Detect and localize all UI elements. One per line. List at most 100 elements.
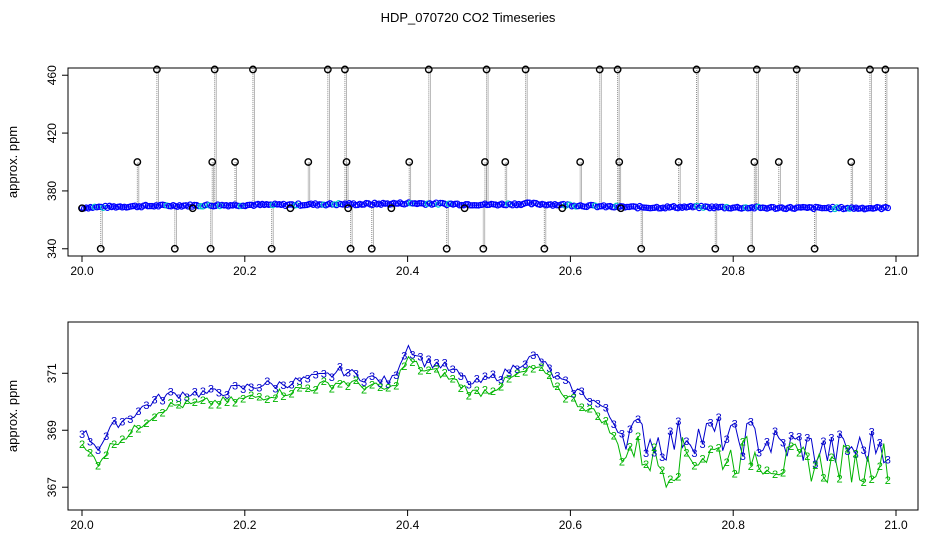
series-point-label: 3 [401, 351, 407, 363]
baseline-point [649, 204, 656, 212]
series-point-label: 2 [337, 379, 343, 391]
series-point-label: 2 [683, 448, 689, 460]
series-point-label: 3 [143, 400, 149, 412]
series-point-label: 3 [708, 418, 714, 430]
series-point-label: 3 [417, 351, 423, 363]
outlier-marker [346, 244, 355, 253]
series-point-label: 3 [337, 361, 343, 373]
series-point-label: 3 [740, 451, 746, 463]
series-point-label: 3 [345, 368, 351, 380]
outlier-marker [613, 65, 622, 74]
series-point-label: 3 [764, 437, 770, 449]
series-line [81, 344, 889, 466]
lower-x-tick-label: 20.8 [722, 518, 746, 532]
series-point-label: 2 [297, 383, 303, 395]
outlier-marker [96, 244, 105, 253]
outlier-marker [304, 158, 313, 166]
series-point-label: 2 [377, 382, 383, 394]
series-point-label: 2 [353, 375, 359, 387]
series-point-label: 3 [820, 436, 826, 448]
series-point-label: 3 [506, 368, 512, 380]
lower-x-ticks: 20.0 20.2 20.4 20.6 20.8 21.0 [70, 510, 908, 532]
lower-x-tick-label: 20.2 [233, 518, 257, 532]
series-point-label: 2 [321, 376, 327, 388]
lower-y-ticks: 367 369 371 [45, 363, 68, 497]
outlier-marker [442, 244, 451, 253]
series-point-label: 2 [716, 443, 722, 455]
outlier-marker [752, 65, 761, 74]
outlier-marker [481, 158, 489, 166]
series-point-label: 3 [788, 431, 794, 443]
lower-y-tick-label: 371 [45, 363, 59, 383]
baseline-point [795, 204, 802, 211]
series-point-label: 2 [514, 368, 520, 380]
series-point-label: 2 [861, 477, 867, 489]
series-point-label: 2 [764, 465, 770, 477]
series-point-label: 2 [579, 402, 585, 414]
outlier-marker [344, 204, 353, 213]
series-point-label: 2 [111, 439, 117, 451]
baseline-point [884, 204, 892, 212]
baseline-point [146, 202, 154, 210]
upper-plot-frame [67, 67, 919, 257]
series-point-label: 2 [724, 457, 730, 469]
baseline-point [865, 205, 872, 212]
outlier-marker [881, 65, 890, 74]
series-point-label: 3 [192, 386, 198, 398]
outlier-marker [231, 158, 239, 166]
outlier-marker [774, 158, 783, 166]
baseline-point [473, 202, 480, 209]
baseline-point [220, 202, 228, 209]
upper-x-tick-label: 20.2 [233, 264, 257, 278]
baseline-point [462, 201, 470, 208]
baseline-point [392, 200, 400, 207]
series-point-label: 2 [216, 400, 222, 412]
series-point-label: 2 [434, 363, 440, 375]
series-point-label: 3 [425, 354, 431, 366]
lower-x-tick-label: 20.6 [559, 518, 583, 532]
series-point-label: 3 [562, 375, 568, 387]
outlier-marker [558, 204, 567, 213]
series-point-label: 2 [224, 397, 230, 409]
outlier-marker [267, 244, 276, 253]
baseline-point [409, 200, 417, 207]
series-point-label: 3 [135, 406, 141, 418]
series-point-label: 2 [780, 467, 786, 479]
series-point-label: 2 [812, 460, 818, 472]
series-point-label: 3 [248, 382, 254, 394]
series-point-label: 2 [305, 383, 311, 395]
series-point-label: 3 [216, 388, 222, 400]
series-point-label: 3 [611, 419, 617, 431]
series-point-label: 2 [127, 428, 133, 440]
baseline-point [197, 202, 204, 210]
baseline-point [246, 201, 253, 209]
series-point-label: 2 [119, 434, 125, 446]
series-point-label: 3 [353, 369, 359, 381]
series-point-label: 3 [530, 350, 536, 362]
series-point-label: 2 [490, 386, 496, 398]
series-point-label: 3 [127, 414, 133, 426]
outlier-marker [367, 244, 376, 253]
series-point-label: 3 [635, 414, 641, 426]
series-point-label: 2 [748, 461, 754, 473]
outlier-marker [747, 244, 756, 253]
baseline-point [329, 201, 336, 208]
series-point-label: 2 [95, 461, 101, 473]
baseline-point [640, 204, 648, 211]
outlier-marker [405, 158, 414, 166]
series-point-label: 3 [280, 380, 286, 392]
outlier-marker [674, 158, 683, 166]
series-point-label: 3 [853, 449, 859, 461]
series-point-label: 2 [79, 439, 85, 451]
series-point-label: 2 [232, 397, 238, 409]
series-point-label: 2 [796, 448, 802, 460]
baseline-point [318, 201, 325, 208]
series-point-label: 2 [385, 383, 391, 395]
series-point-label: 3 [240, 384, 246, 396]
series-point-label: 2 [635, 431, 641, 443]
outlier-marker [424, 65, 433, 74]
outlier-marker [78, 204, 86, 213]
series-point-label: 3 [571, 388, 577, 400]
series-point-label: 2 [135, 424, 141, 436]
